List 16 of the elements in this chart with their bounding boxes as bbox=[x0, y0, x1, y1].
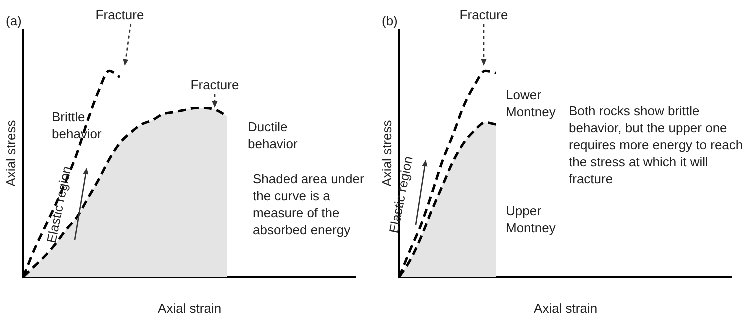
x-axis-title: Axial strain bbox=[158, 300, 222, 316]
chart-title: (b) bbox=[382, 14, 398, 29]
y-axis-title: Axial stress bbox=[3, 120, 18, 187]
series-label: Upper Montney bbox=[506, 204, 556, 236]
annotation: Both rocks show brittle behavior, but the upper one requires more energy to reach the stress at which it will fracture bbox=[569, 104, 744, 187]
annotation: Shaded area under the curve is a measure of the absorbed energy bbox=[253, 172, 365, 238]
text: Fracture bbox=[460, 8, 508, 23]
series-label: Ductile behavior bbox=[248, 120, 299, 152]
annotation: Fracture bbox=[190, 78, 240, 93]
chart-title: (a) bbox=[6, 14, 22, 29]
annotation: Elastic region bbox=[44, 165, 74, 245]
x-axis-title: Axial strain bbox=[534, 300, 598, 316]
series-label: Brittle behavior bbox=[52, 110, 103, 142]
series-label: Lower Montney bbox=[506, 88, 556, 120]
text: Fracture bbox=[96, 8, 144, 23]
y-axis-title: Axial stress bbox=[379, 120, 394, 187]
